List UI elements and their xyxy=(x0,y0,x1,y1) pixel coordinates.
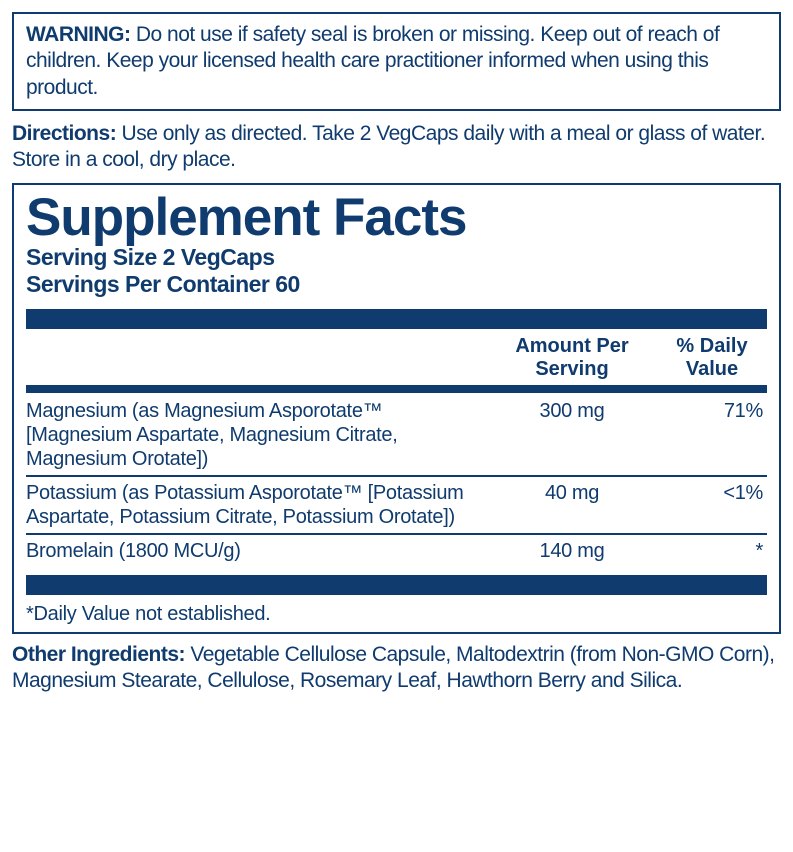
directions-section: Directions: Use only as directed. Take 2… xyxy=(12,121,781,174)
warning-box: WARNING: Do not use if safety seal is br… xyxy=(12,12,781,111)
ingredient-dv: <1% xyxy=(657,481,767,529)
header-spacer xyxy=(26,335,487,381)
divider-thin xyxy=(26,533,767,535)
table-row: Magnesium (as Magnesium Asporotate™ [Mag… xyxy=(26,397,767,473)
servings-per-container: Servings Per Container 60 xyxy=(26,271,767,298)
warning-text: Do not use if safety seal is broken or m… xyxy=(26,23,719,99)
dv-footnote: *Daily Value not established. xyxy=(26,601,767,630)
column-headers: Amount Per Serving % Daily Value xyxy=(26,335,767,381)
ingredient-amount: 300 mg xyxy=(487,399,657,471)
supplement-facts-title: Supplement Facts xyxy=(26,191,767,244)
ingredient-dv: * xyxy=(657,539,767,563)
directions-label: Directions: xyxy=(12,122,116,145)
serving-size: Serving Size 2 VegCaps xyxy=(26,244,767,271)
other-ingredients-label: Other Ingredients: xyxy=(12,643,185,666)
table-row: Potassium (as Potassium Asporotate™ [Pot… xyxy=(26,479,767,531)
ingredient-name: Magnesium (as Magnesium Asporotate™ [Mag… xyxy=(26,399,487,471)
other-ingredients-section: Other Ingredients: Vegetable Cellulose C… xyxy=(12,642,781,695)
divider-thick xyxy=(26,575,767,595)
directions-text: Use only as directed. Take 2 VegCaps dai… xyxy=(12,122,765,171)
warning-label: WARNING: xyxy=(26,23,131,46)
table-row: Bromelain (1800 MCU/g) 140 mg * xyxy=(26,537,767,565)
ingredient-amount: 140 mg xyxy=(487,539,657,563)
divider-thick xyxy=(26,309,767,329)
ingredient-dv: 71% xyxy=(657,399,767,471)
supplement-facts-panel: Supplement Facts Serving Size 2 VegCaps … xyxy=(12,183,781,633)
ingredient-name: Potassium (as Potassium Asporotate™ [Pot… xyxy=(26,481,487,529)
header-dv: % Daily Value xyxy=(657,335,767,381)
ingredient-name: Bromelain (1800 MCU/g) xyxy=(26,539,487,563)
divider-medium xyxy=(26,385,767,393)
header-amount: Amount Per Serving xyxy=(487,335,657,381)
ingredient-amount: 40 mg xyxy=(487,481,657,529)
divider-thin xyxy=(26,475,767,477)
